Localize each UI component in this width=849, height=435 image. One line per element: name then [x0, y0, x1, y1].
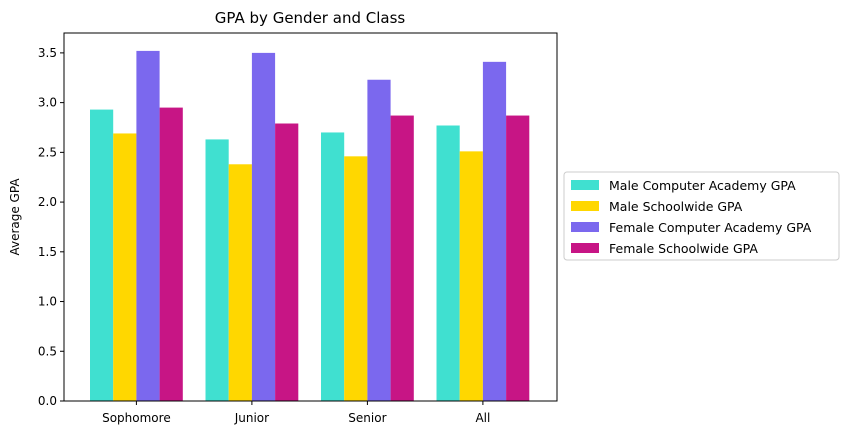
bar-senior-male-computer-academy-gpa: [321, 132, 345, 401]
x-tick-label: All: [475, 411, 490, 425]
legend-swatch: [571, 201, 599, 211]
bar-all-female-schoolwide-gpa: [506, 115, 530, 401]
bar-all-male-computer-academy-gpa: [436, 125, 460, 401]
y-tick-label: 0.0: [38, 394, 57, 408]
legend-swatch: [571, 180, 599, 190]
x-tick-label: Senior: [348, 411, 386, 425]
y-tick-label: 2.0: [38, 195, 57, 209]
y-tick-label: 1.5: [38, 245, 57, 259]
bar-senior-female-schoolwide-gpa: [390, 115, 414, 401]
x-tick-label: Sophomore: [102, 411, 171, 425]
bar-senior-male-schoolwide-gpa: [344, 156, 368, 401]
plot-frame: [63, 32, 558, 402]
chart-title: GPA by Gender and Class: [215, 9, 406, 27]
bar-sophomore-male-computer-academy-gpa: [90, 109, 114, 401]
y-tick-label: 2.5: [38, 145, 57, 159]
bar-junior-female-computer-academy-gpa: [251, 52, 276, 401]
y-tick-label: 3.0: [38, 96, 57, 110]
bar-junior-male-schoolwide-gpa: [228, 164, 252, 401]
x-tick-label: Junior: [234, 411, 269, 425]
bar-sophomore-female-schoolwide-gpa: [159, 107, 183, 401]
bar-junior-female-schoolwide-gpa: [275, 123, 299, 401]
legend-label: Male Schoolwide GPA: [609, 199, 743, 214]
bar-sophomore-male-schoolwide-gpa: [113, 133, 137, 402]
y-tick-label: 0.5: [38, 344, 57, 358]
legend-swatch: [571, 243, 599, 253]
y-axis-ticks: 0.0 0.5 1.0 1.5 2.0 2.5 3.0 3.5: [38, 46, 64, 408]
y-tick-label: 1.0: [38, 295, 57, 309]
bars-group: [90, 50, 530, 402]
y-tick-label: 3.5: [38, 46, 57, 60]
y-axis-label: Average GPA: [8, 178, 22, 256]
bar-senior-female-computer-academy-gpa: [367, 79, 391, 402]
legend: Male Computer Academy GPA Male Schoolwide…: [563, 171, 840, 261]
bar-junior-male-computer-academy-gpa: [205, 139, 229, 401]
bar-all-female-computer-academy-gpa: [482, 61, 507, 402]
bar-sophomore-female-computer-academy-gpa: [136, 50, 160, 401]
legend-label: Male Computer Academy GPA: [609, 178, 796, 193]
x-axis-ticks: Sophomore Junior Senior All: [102, 401, 490, 425]
legend-swatch: [571, 222, 599, 232]
legend-frame: [563, 171, 840, 261]
legend-label: Female Schoolwide GPA: [609, 241, 758, 256]
bar-all-male-schoolwide-gpa: [459, 151, 483, 401]
legend-label: Female Computer Academy GPA: [609, 220, 812, 235]
